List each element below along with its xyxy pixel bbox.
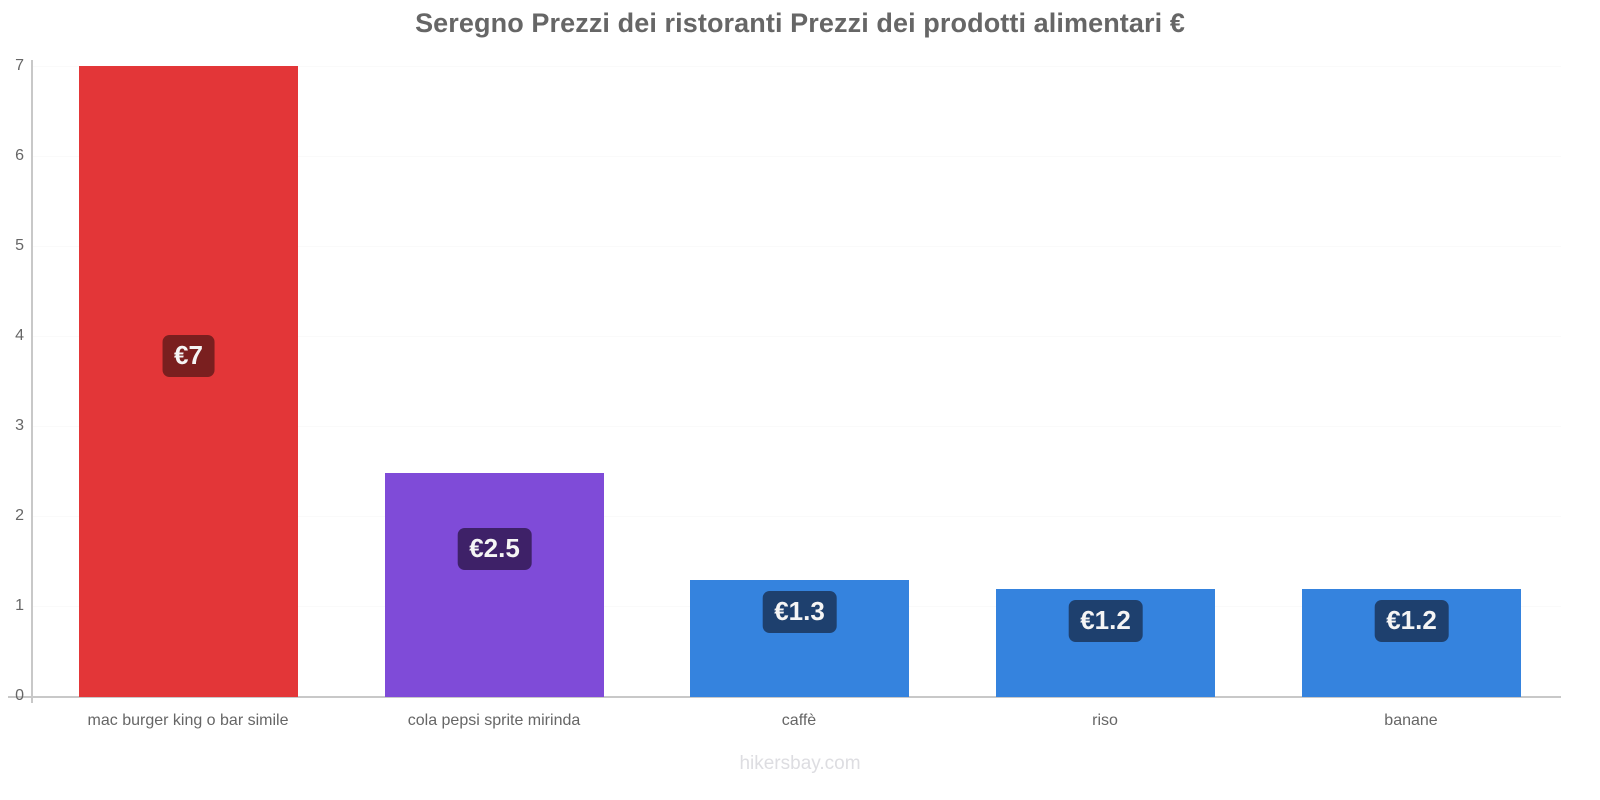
bar-value-label: €2.5 <box>457 528 532 570</box>
bars-layer: €7 €2.5 €1.3 €1.2 €1.2 <box>79 66 1521 697</box>
x-label-caffe: caffè <box>781 712 817 729</box>
y-tick-2: 2 <box>15 507 24 524</box>
y-tick-6: 6 <box>15 147 24 164</box>
x-axis-line <box>8 696 1561 698</box>
gridline-3 <box>31 426 1561 427</box>
x-label-cola-pepsi-sprite-mirinda: cola pepsi sprite mirinda <box>407 712 581 729</box>
bar-value-label: €1.3 <box>762 591 837 633</box>
gridline-2 <box>31 516 1561 517</box>
bar-caffe[interactable]: €1.3 <box>690 580 909 697</box>
bar-banane[interactable]: €1.2 <box>1302 589 1521 697</box>
chart-title: Seregno Prezzi dei ristoranti Prezzi dei… <box>415 8 1185 38</box>
x-axis-labels: mac burger king o bar simile cola pepsi … <box>0 712 1600 742</box>
gridline-6 <box>31 156 1561 157</box>
x-label-riso: riso <box>1092 712 1118 729</box>
bar-value-label: €1.2 <box>1374 600 1449 642</box>
y-tick-4: 4 <box>15 327 24 344</box>
bar-cola-pepsi-sprite-mirinda[interactable]: €2.5 <box>385 473 604 697</box>
x-label-mac-burger-king-o-bar-simile: mac burger king o bar simile <box>87 712 289 729</box>
gridline-5 <box>31 246 1561 247</box>
bar-value-label: €1.2 <box>1068 600 1143 642</box>
bar-riso[interactable]: €1.2 <box>996 589 1215 697</box>
y-tick-7: 7 <box>15 57 24 74</box>
y-tick-0: 0 <box>15 687 24 704</box>
y-tick-1: 1 <box>15 597 24 614</box>
y-axis-ticks: 7 6 5 4 3 2 1 0 <box>0 0 24 800</box>
footer-credit: hikersbay.com <box>739 753 861 774</box>
x-label-banane: banane <box>1384 712 1438 729</box>
gridline-4 <box>31 336 1561 337</box>
y-tick-5: 5 <box>15 237 24 254</box>
gridline-7 <box>31 66 1561 67</box>
y-tick-3: 3 <box>15 417 24 434</box>
y-axis-line <box>31 60 33 703</box>
bar-mac-burger-king-o-bar-simile[interactable]: €7 <box>79 66 298 697</box>
bar-value-label: €7 <box>162 335 215 377</box>
